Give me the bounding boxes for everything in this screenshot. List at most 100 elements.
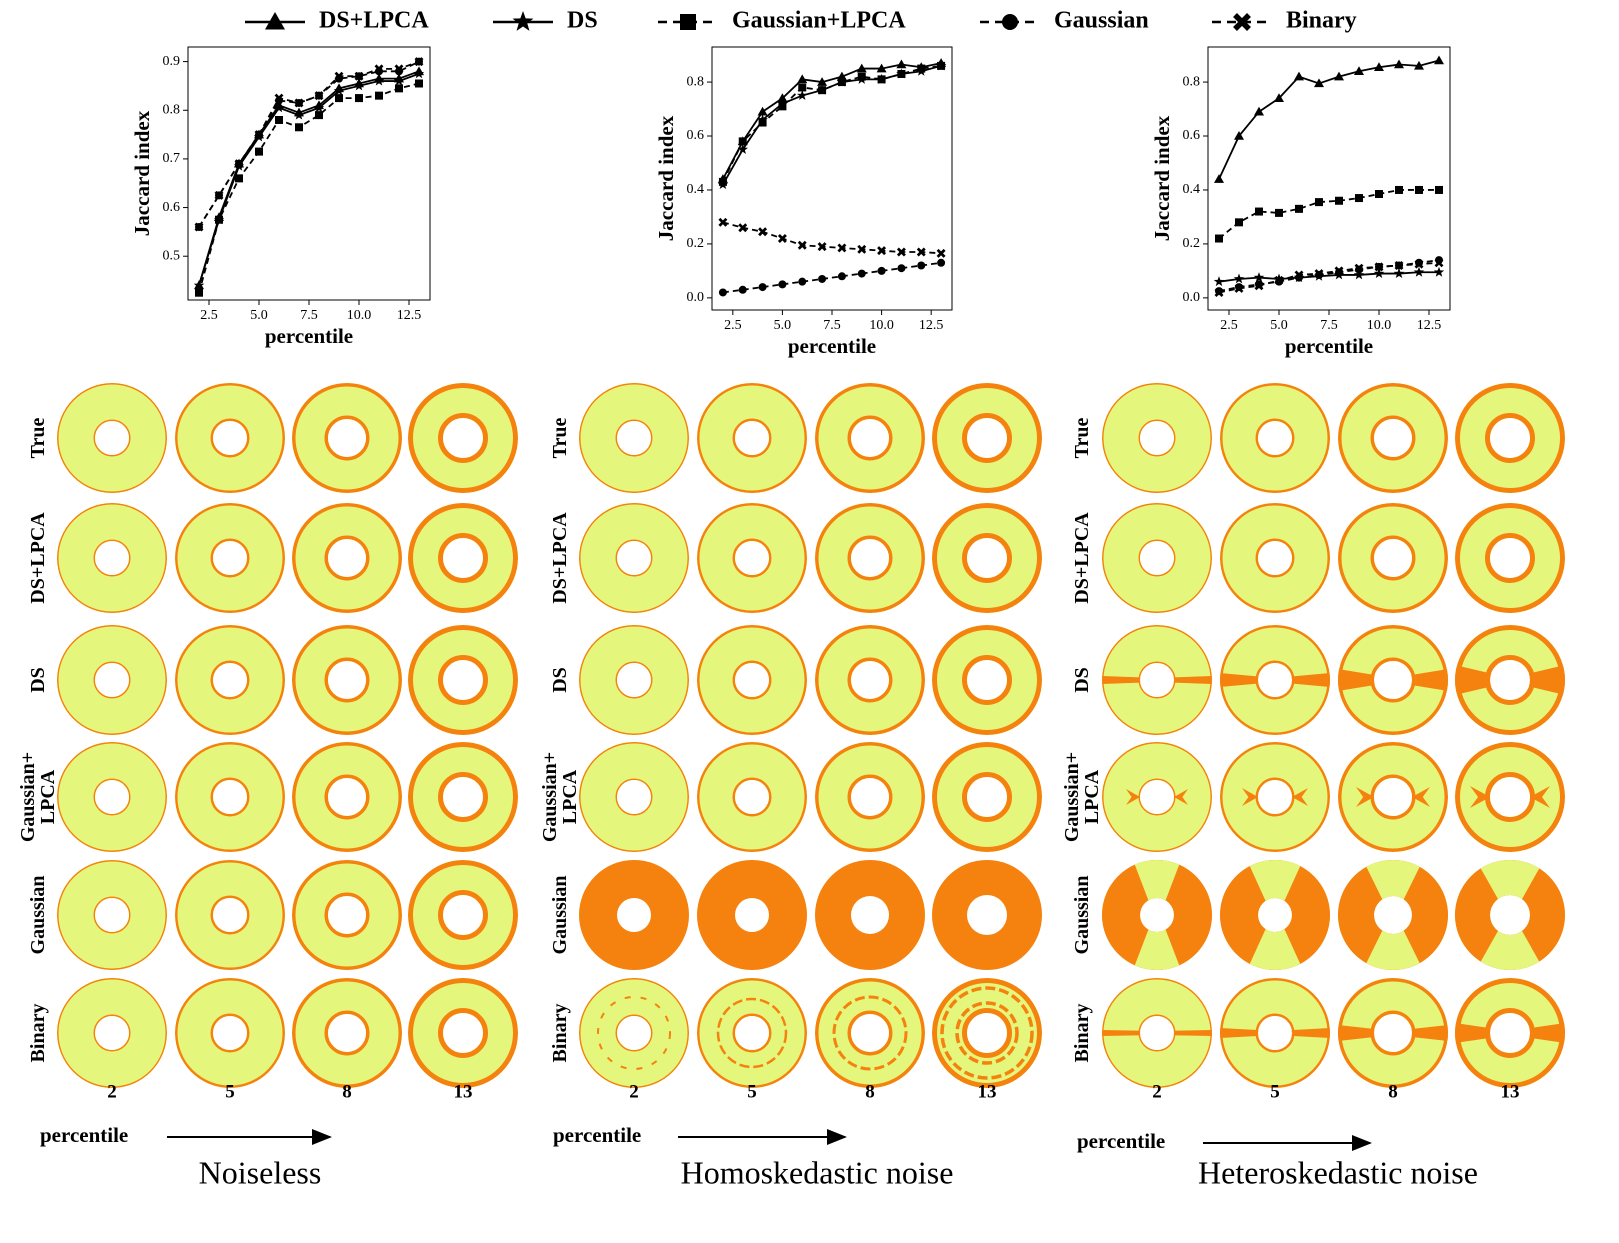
marker-star: [737, 144, 748, 154]
series-line: [1218, 261, 1440, 294]
x-tick-label: 10.0: [1367, 318, 1392, 333]
annulus: [57, 383, 167, 493]
edge-ring: [732, 1013, 772, 1053]
row-label: Gaussian+ LPCA: [539, 751, 581, 843]
marker-square: [877, 75, 886, 84]
edge-ring: [57, 978, 167, 1088]
marker-x: [1254, 281, 1264, 291]
yellow-wedge: [1476, 860, 1544, 915]
percentile-label: percentile: [40, 1123, 128, 1147]
edge-ring: [579, 625, 689, 735]
marker-square: [1375, 190, 1383, 199]
marker-triangle: [1294, 71, 1304, 81]
series-line: [198, 82, 420, 293]
orange-blob: [1412, 787, 1430, 807]
y-axis-label: Jaccard index: [1150, 115, 1174, 241]
edge-ring: [1102, 503, 1212, 613]
marker-x: [294, 98, 304, 108]
edge-ring: [579, 978, 689, 1088]
marker-square: [315, 111, 323, 120]
marker-x: [194, 222, 204, 232]
annulus: [1220, 742, 1330, 852]
marker-x: [1374, 262, 1384, 272]
marker-square: [395, 84, 403, 93]
edge-ring: [93, 661, 131, 699]
y-tick-label: 0.0: [1183, 290, 1201, 305]
column-label: 5: [225, 1081, 235, 1102]
edge-ring: [408, 978, 518, 1088]
marker-square: [917, 64, 926, 73]
yellow-wedge: [1476, 915, 1544, 970]
marker-circle: [917, 261, 926, 270]
edge-ring: [57, 742, 167, 852]
annulus: [1102, 978, 1212, 1088]
annulus: [175, 978, 285, 1088]
edge-ring: [57, 383, 167, 493]
marker-star: [293, 109, 305, 120]
edge-ring: [292, 503, 402, 613]
edge-ring: [1455, 742, 1565, 852]
y-tick-label: 0.7: [163, 151, 181, 166]
annulus: [175, 742, 285, 852]
marker-x: [354, 71, 364, 81]
edge-ring: [932, 742, 1042, 852]
edge-ring: [962, 413, 1012, 463]
x-tick-label: 5.0: [1270, 318, 1288, 333]
column-label: 8: [342, 1081, 352, 1102]
edge-ring: [1338, 383, 1448, 493]
marker-x: [1354, 263, 1364, 273]
marker-square: [375, 91, 383, 100]
x-tick-label: 12.5: [919, 318, 944, 333]
edge-ring: [175, 503, 285, 613]
annulus: [1455, 860, 1565, 970]
y-tick-label: 0.6: [1183, 128, 1201, 143]
marker-square: [1295, 204, 1303, 213]
annulus: [292, 860, 402, 970]
annulus: [57, 625, 167, 735]
edge-ring: [815, 978, 925, 1088]
annulus-fill: [697, 860, 807, 970]
marker-triangle: [757, 106, 768, 116]
marker-circle: [718, 288, 727, 297]
row-label: Binary: [549, 1003, 571, 1063]
annulus: [175, 625, 285, 735]
y-axis-label: Jaccard index: [654, 115, 678, 241]
marker-x: [1394, 261, 1404, 270]
annulus: [57, 860, 167, 970]
edge-ring: [93, 896, 131, 934]
row-label: DS+LPCA: [549, 512, 571, 604]
marker-x: [414, 57, 424, 67]
marker-x: [274, 93, 284, 103]
marker-square: [837, 78, 846, 87]
marker-square: [857, 72, 866, 81]
marker-x: [1334, 266, 1344, 276]
edge-ring: [1102, 383, 1212, 493]
annulus: [292, 978, 402, 1088]
edge-ring: [1370, 657, 1416, 703]
edge-ring: [732, 538, 772, 578]
edge-ring: [408, 503, 518, 613]
marker-triangle: [1374, 62, 1384, 71]
marker-x: [758, 227, 768, 237]
edge-ring: [815, 503, 925, 613]
edge-ring: [962, 1008, 1012, 1058]
edge-ring: [1485, 413, 1535, 463]
panel-title: Heteroskedastic noise: [1198, 1154, 1478, 1190]
annulus: [408, 860, 518, 970]
orange-band: [1455, 665, 1565, 695]
orange-blob: [1470, 786, 1490, 808]
annulus: [408, 742, 518, 852]
marker-circle: [738, 285, 747, 294]
edge-ring: [1255, 777, 1295, 817]
marker-square: [798, 83, 807, 92]
edge-ring: [175, 860, 285, 970]
marker-x: [777, 234, 787, 243]
edge-ring: [579, 742, 689, 852]
marker-triangle: [1214, 174, 1224, 183]
edge-ring: [292, 625, 402, 735]
orange-blob: [1292, 788, 1308, 806]
edge-ring: [408, 383, 518, 493]
x-tick-label: 5.0: [250, 308, 268, 323]
